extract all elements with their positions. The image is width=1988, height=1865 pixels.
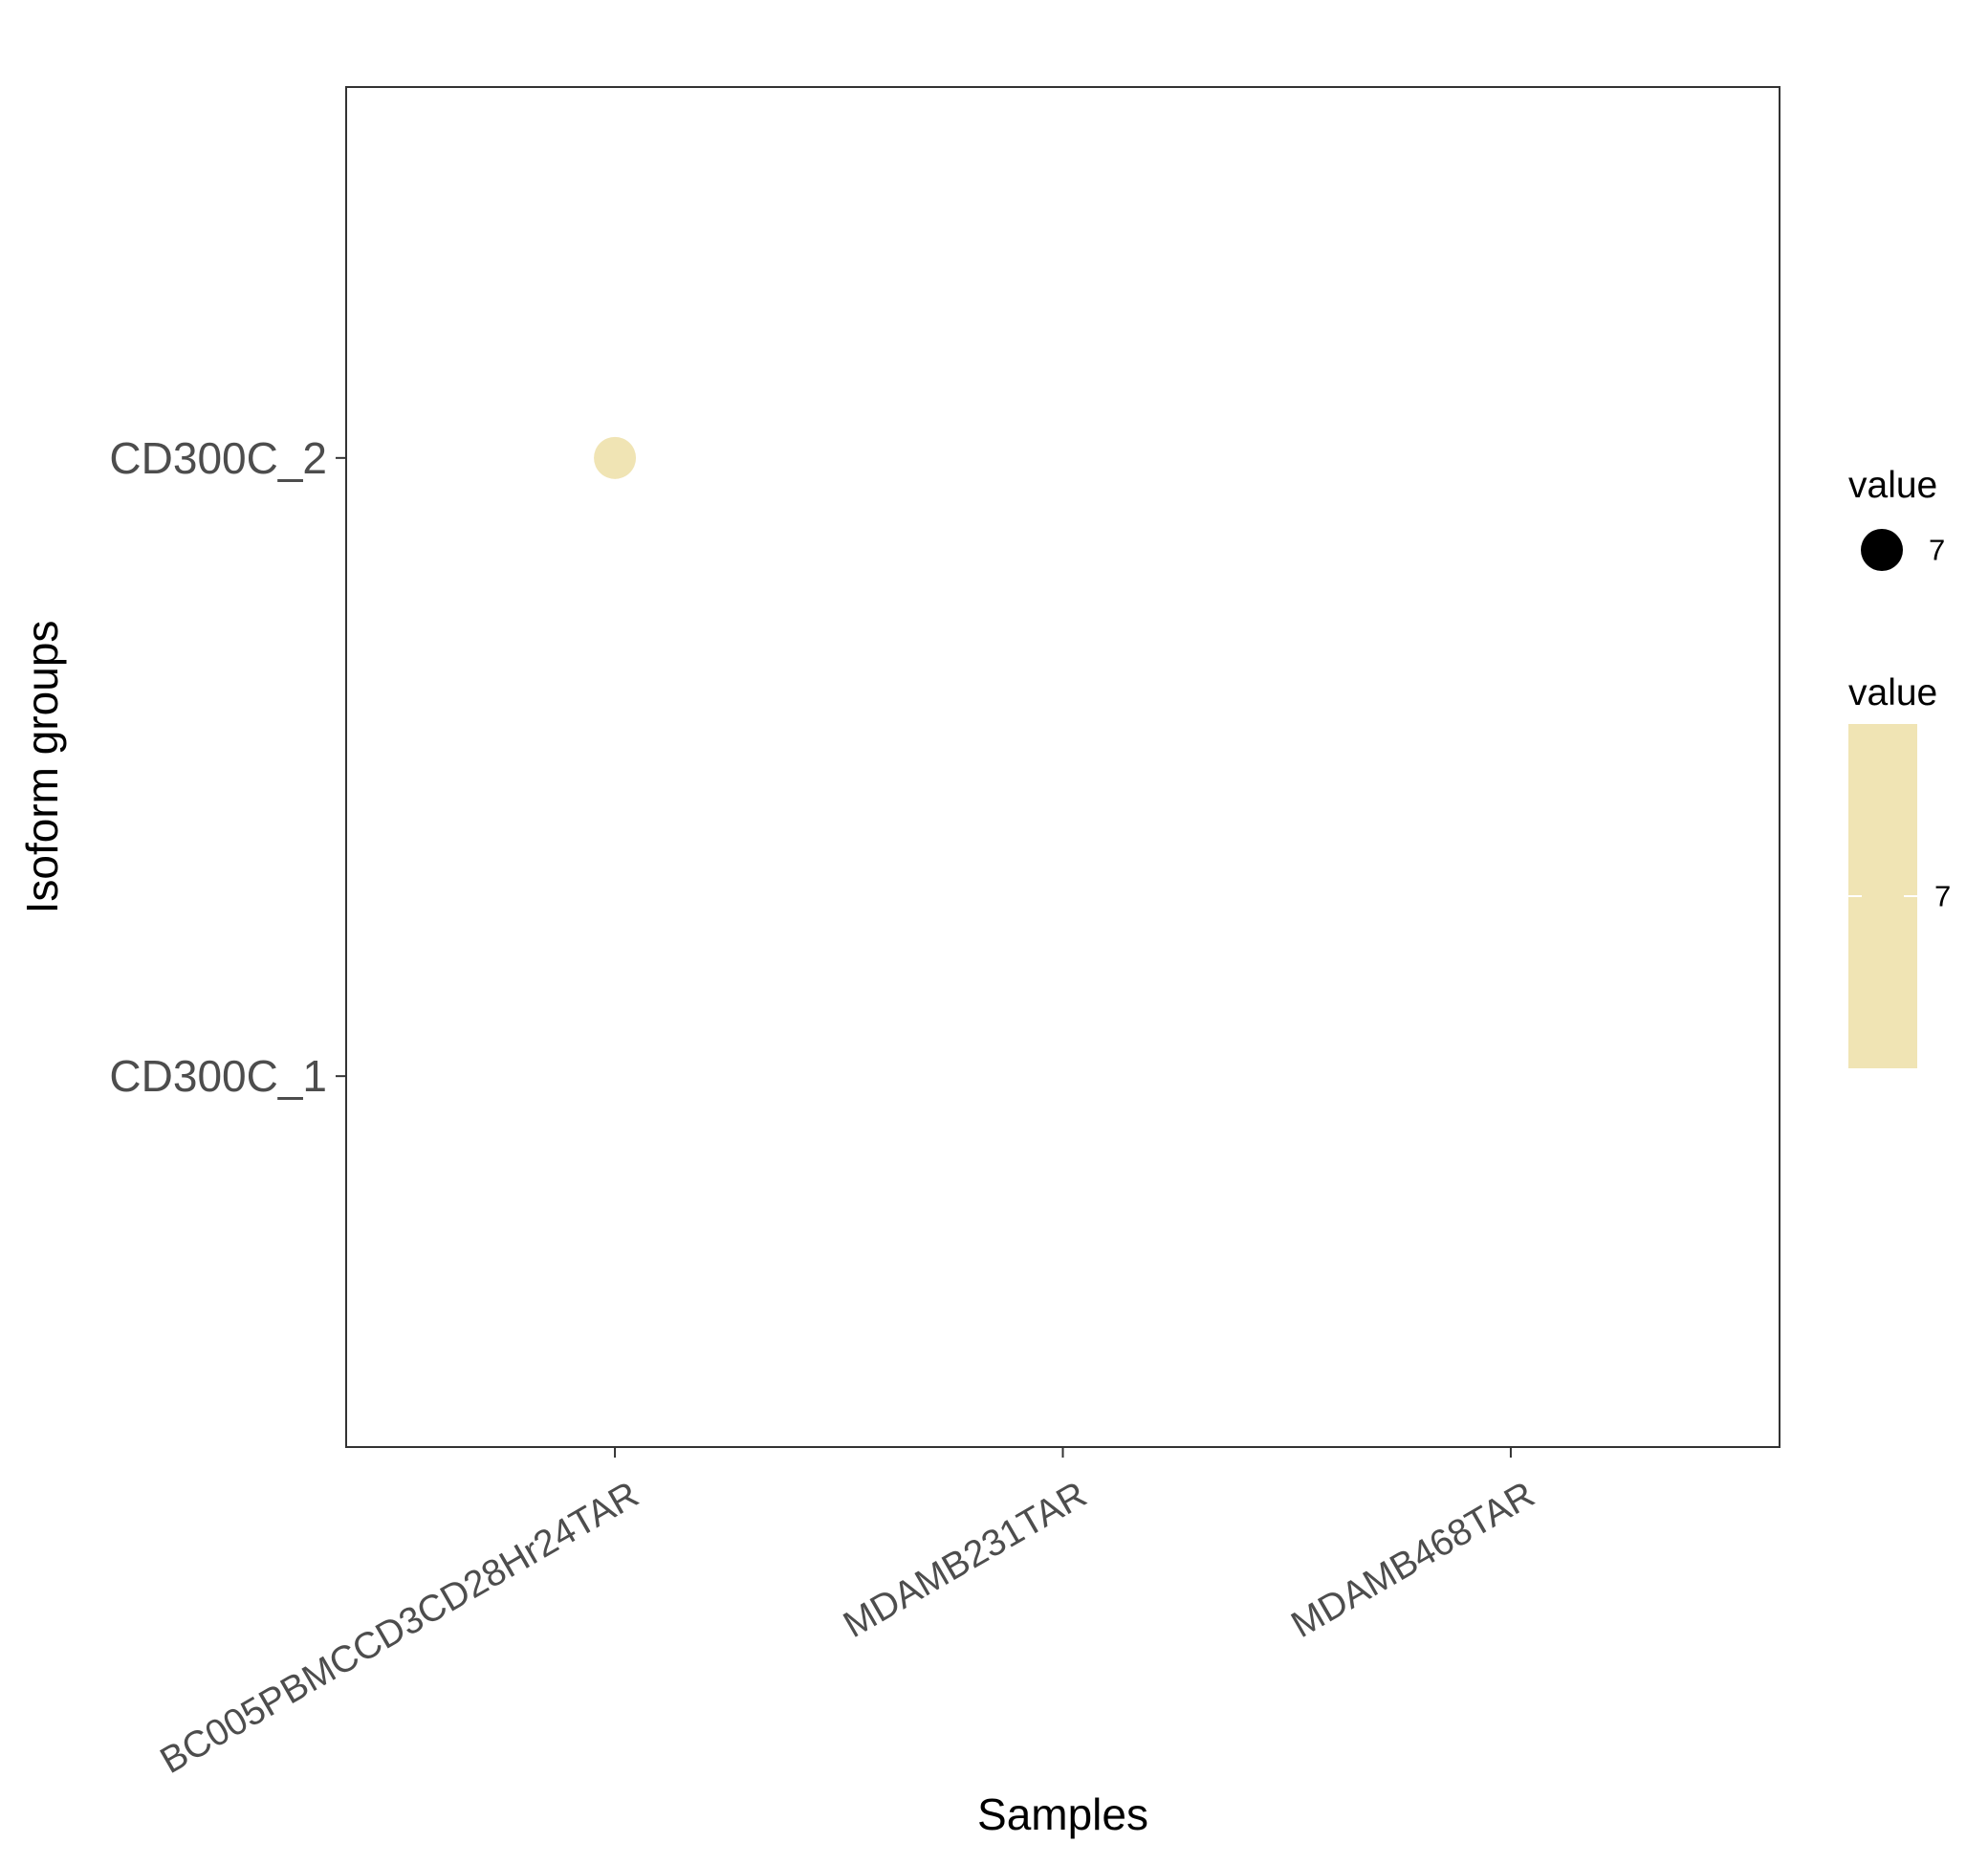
size-legend-label: 7 [1929,534,1945,567]
plot-panel [345,86,1780,1448]
y-axis-title: Isoform groups [17,621,67,914]
x-tick-label-BC005PBMCCD3CD28Hr24TAR: BC005PBMCCD3CD28Hr24TAR [154,1474,646,1782]
legend-layer: value 7 value 7 [1848,465,1951,1068]
y-tick-label-CD300C_1: CD300C_1 [109,1051,327,1101]
data-point-0 [594,436,637,479]
color-legend-title: value [1848,672,1937,713]
x-axis-title: Samples [977,1789,1148,1839]
size-legend-key [1861,529,1903,571]
size-legend-title: value [1848,465,1937,506]
colorbar-tick-label: 7 [1934,880,1951,913]
x-tick-label-MDAMB231TAR: MDAMB231TAR [837,1474,1094,1646]
y-tick-label-CD300C_2: CD300C_2 [109,433,327,483]
plot-layer [345,86,1780,1448]
x-tick-label-MDAMB468TAR: MDAMB468TAR [1284,1474,1541,1646]
